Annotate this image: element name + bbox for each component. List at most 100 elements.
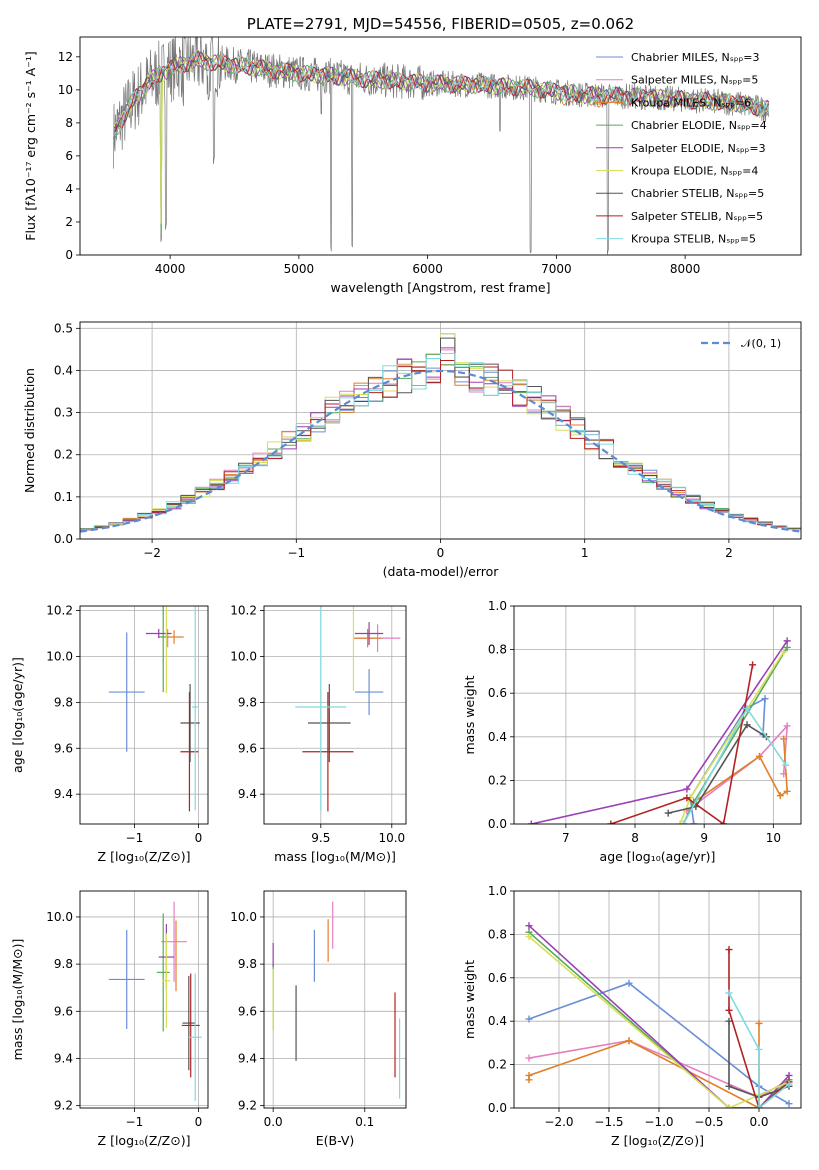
mass-weight-marker: [780, 735, 788, 743]
mass-weight-marker: [676, 820, 684, 824]
y-tick-label: 1.0: [488, 599, 507, 613]
y-tick-label: 9.6: [238, 1004, 257, 1018]
legend-label: Salpeter MILES, Nₛₚₚ=5: [631, 74, 758, 87]
mass-weight-marker: [783, 722, 791, 730]
y-tick-label: 9.6: [54, 1004, 73, 1018]
x-tick-label: 0.1: [355, 1115, 374, 1129]
y-tick-label: 0.0: [488, 1101, 507, 1115]
y-tick-label: 0.2: [488, 773, 507, 787]
y-tick-label: 9.4: [238, 1051, 257, 1065]
x-tick-label: −1: [126, 1115, 144, 1129]
spectrum-group: [113, 37, 770, 255]
x-tick-label: −1: [126, 831, 144, 845]
legend-label: 𝒩(0, 1): [741, 337, 781, 350]
legend-label: Kroupa ELODIE, Nₛₚₚ=4: [631, 165, 758, 178]
mass-weight-marker: [625, 979, 633, 987]
x-tick-label: 10.0: [378, 831, 405, 845]
y-tick-label: 9.4: [238, 787, 257, 801]
chart-title: PLATE=2791, MJD=54556, FIBERID=0505, z=0…: [247, 15, 634, 33]
mass-weight-marker: [664, 809, 672, 817]
mass-weight-marker: [725, 1082, 733, 1090]
y-tick-label: 9.8: [54, 695, 73, 709]
x-tick-label: 9.5: [311, 831, 330, 845]
x-tick-label: 0.0: [749, 1115, 768, 1129]
y-tick-label: 9.8: [238, 957, 257, 971]
mass-weight-marker: [683, 794, 691, 802]
mass-weight-marker: [725, 1017, 733, 1025]
y-tick-label: 0.2: [54, 448, 73, 462]
y-tick-label: 0.2: [488, 1058, 507, 1072]
x-tick-label: 1: [581, 546, 589, 560]
y-tick-label: 1.0: [488, 884, 507, 898]
panel-5: [510, 605, 801, 828]
y-tick-label: 10.2: [46, 604, 73, 618]
x-tick-label: −0.5: [694, 1115, 723, 1129]
mass-weight-marker: [749, 661, 757, 669]
mass-weight-line: [531, 640, 788, 824]
x-tick-label: −1.5: [594, 1115, 623, 1129]
y-tick-label: 0.1: [54, 490, 73, 504]
x-tick-label: 2: [725, 546, 733, 560]
y-tick-label: 0.6: [488, 971, 507, 985]
y-tick-label: 9.4: [54, 787, 73, 801]
mass-weight-marker: [725, 946, 733, 954]
x-axis-label: age [log₁₀(age/yr)]: [600, 849, 716, 864]
mass-weight-marker: [607, 820, 615, 824]
mass-weight-line: [528, 931, 790, 1108]
axes-frame: [263, 890, 407, 1109]
y-tick-label: 0.4: [54, 363, 73, 377]
mass-weight-line: [610, 664, 754, 824]
mass-weight-marker: [725, 1104, 733, 1108]
mass-weight-marker: [756, 752, 764, 760]
y-tick-label: 0.0: [54, 532, 73, 546]
mass-weight-marker: [525, 1015, 533, 1023]
x-tick-label: 9: [700, 831, 708, 845]
mass-weight-marker: [525, 922, 533, 930]
y-tick-label: 12: [58, 50, 73, 64]
y-tick-label: 9.6: [238, 741, 257, 755]
panel-2: [76, 322, 801, 543]
legend-label: Chabrier STELIB, Nₛₚₚ=5: [631, 187, 764, 200]
y-tick-label: 0.3: [54, 406, 73, 420]
residual-histogram: [80, 353, 801, 532]
errorbar-group: [108, 901, 202, 1101]
x-tick-label: 0: [195, 1115, 203, 1129]
mass-weight-marker: [525, 1071, 533, 1079]
y-tick-label: 4: [65, 182, 73, 196]
x-tick-label: 0: [195, 831, 203, 845]
panel-8: [510, 890, 801, 1112]
y-tick-label: 6: [65, 149, 73, 163]
panel-1: [76, 37, 770, 259]
x-tick-label: 4000: [155, 262, 186, 276]
mass-weight-marker: [782, 761, 790, 769]
x-tick-label: 0.0: [264, 1115, 283, 1129]
x-tick-label: 7: [562, 831, 570, 845]
axes-frame: [79, 890, 209, 1109]
panel-7: [260, 891, 406, 1112]
mass-weight-line: [728, 949, 790, 1108]
y-tick-label: 8: [65, 116, 73, 130]
axes-frame: [513, 605, 802, 825]
y-axis-label: mass weight: [462, 960, 477, 1039]
x-tick-label: 5000: [284, 262, 315, 276]
axes-frame: [79, 36, 802, 256]
x-axis-label: wavelength [Angstrom, rest frame]: [330, 280, 550, 295]
x-tick-label: 7000: [541, 262, 572, 276]
y-axis-label: Flux [fλ10⁻¹⁷ erg cm⁻² s⁻¹ A⁻¹]: [23, 51, 38, 240]
y-tick-label: 9.2: [238, 1099, 257, 1113]
mass-weight-marker: [755, 1045, 763, 1053]
mass-weight-marker: [783, 643, 791, 651]
x-tick-label: −2.0: [544, 1115, 573, 1129]
panel-3: [76, 606, 208, 828]
panel-4: [260, 606, 406, 828]
axes-frame: [263, 605, 407, 825]
mass-weight-marker: [525, 1054, 533, 1062]
y-tick-label: 0.6: [488, 686, 507, 700]
x-axis-label: mass [log₁₀(M/M⊙)]: [274, 849, 396, 864]
y-tick-label: 2: [65, 215, 73, 229]
mass-weight-marker: [743, 721, 751, 729]
x-axis-label: (data-model)/error: [383, 564, 500, 579]
mass-weight-marker: [725, 1006, 733, 1014]
mass-weight-line: [668, 723, 767, 814]
